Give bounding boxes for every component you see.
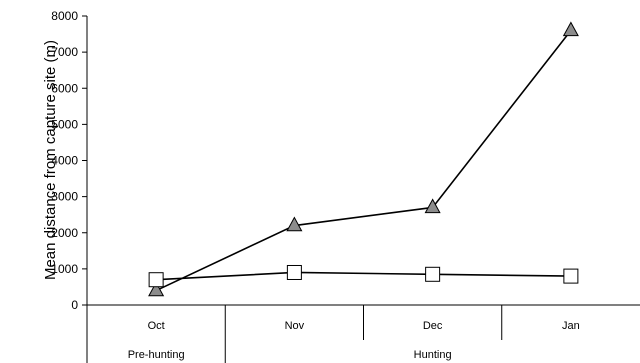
series-layer xyxy=(148,21,579,297)
series-0 xyxy=(148,21,579,297)
category-label-oct: Oct xyxy=(148,320,165,332)
series-0-point-jan xyxy=(562,21,579,37)
series-0-point-dec xyxy=(424,198,441,214)
y-tick-label: 4000 xyxy=(51,154,78,168)
series-0-point-nov xyxy=(286,216,303,232)
category-label-nov: Nov xyxy=(285,320,305,332)
y-tick-label: 1000 xyxy=(51,262,78,276)
y-tick-label: 2000 xyxy=(51,226,78,240)
period-label-pre-hunting: Pre-hunting xyxy=(128,349,185,361)
series-1-point-dec xyxy=(425,266,441,282)
y-tick-label: 6000 xyxy=(51,81,78,95)
y-tick-label: 5000 xyxy=(51,117,78,131)
series-1 xyxy=(148,264,579,288)
y-axis: 0 1000 2000 3000 4000 5000 6000 7000 8000 xyxy=(51,9,88,312)
series-1-point-nov xyxy=(286,264,302,280)
y-tick-label: 0 xyxy=(71,298,78,312)
category-label-dec: Dec xyxy=(423,320,443,332)
series-1-line xyxy=(156,271,571,281)
series-1-point-jan xyxy=(563,268,579,284)
period-label-hunting: Hunting xyxy=(414,349,452,361)
series-0-point-oct xyxy=(148,281,165,297)
y-tick-label: 7000 xyxy=(51,45,78,59)
x-axis: Oct Nov Dec Jan Pre-hunting Hunting xyxy=(86,304,640,363)
series-1-point-oct xyxy=(148,272,164,288)
category-label-jan: Jan xyxy=(562,320,580,332)
y-tick-label: 3000 xyxy=(51,190,78,204)
y-tick-label: 8000 xyxy=(51,9,78,23)
series-0-line xyxy=(155,29,572,292)
y-axis-label: Mean distance from capture site (m) xyxy=(42,40,59,280)
